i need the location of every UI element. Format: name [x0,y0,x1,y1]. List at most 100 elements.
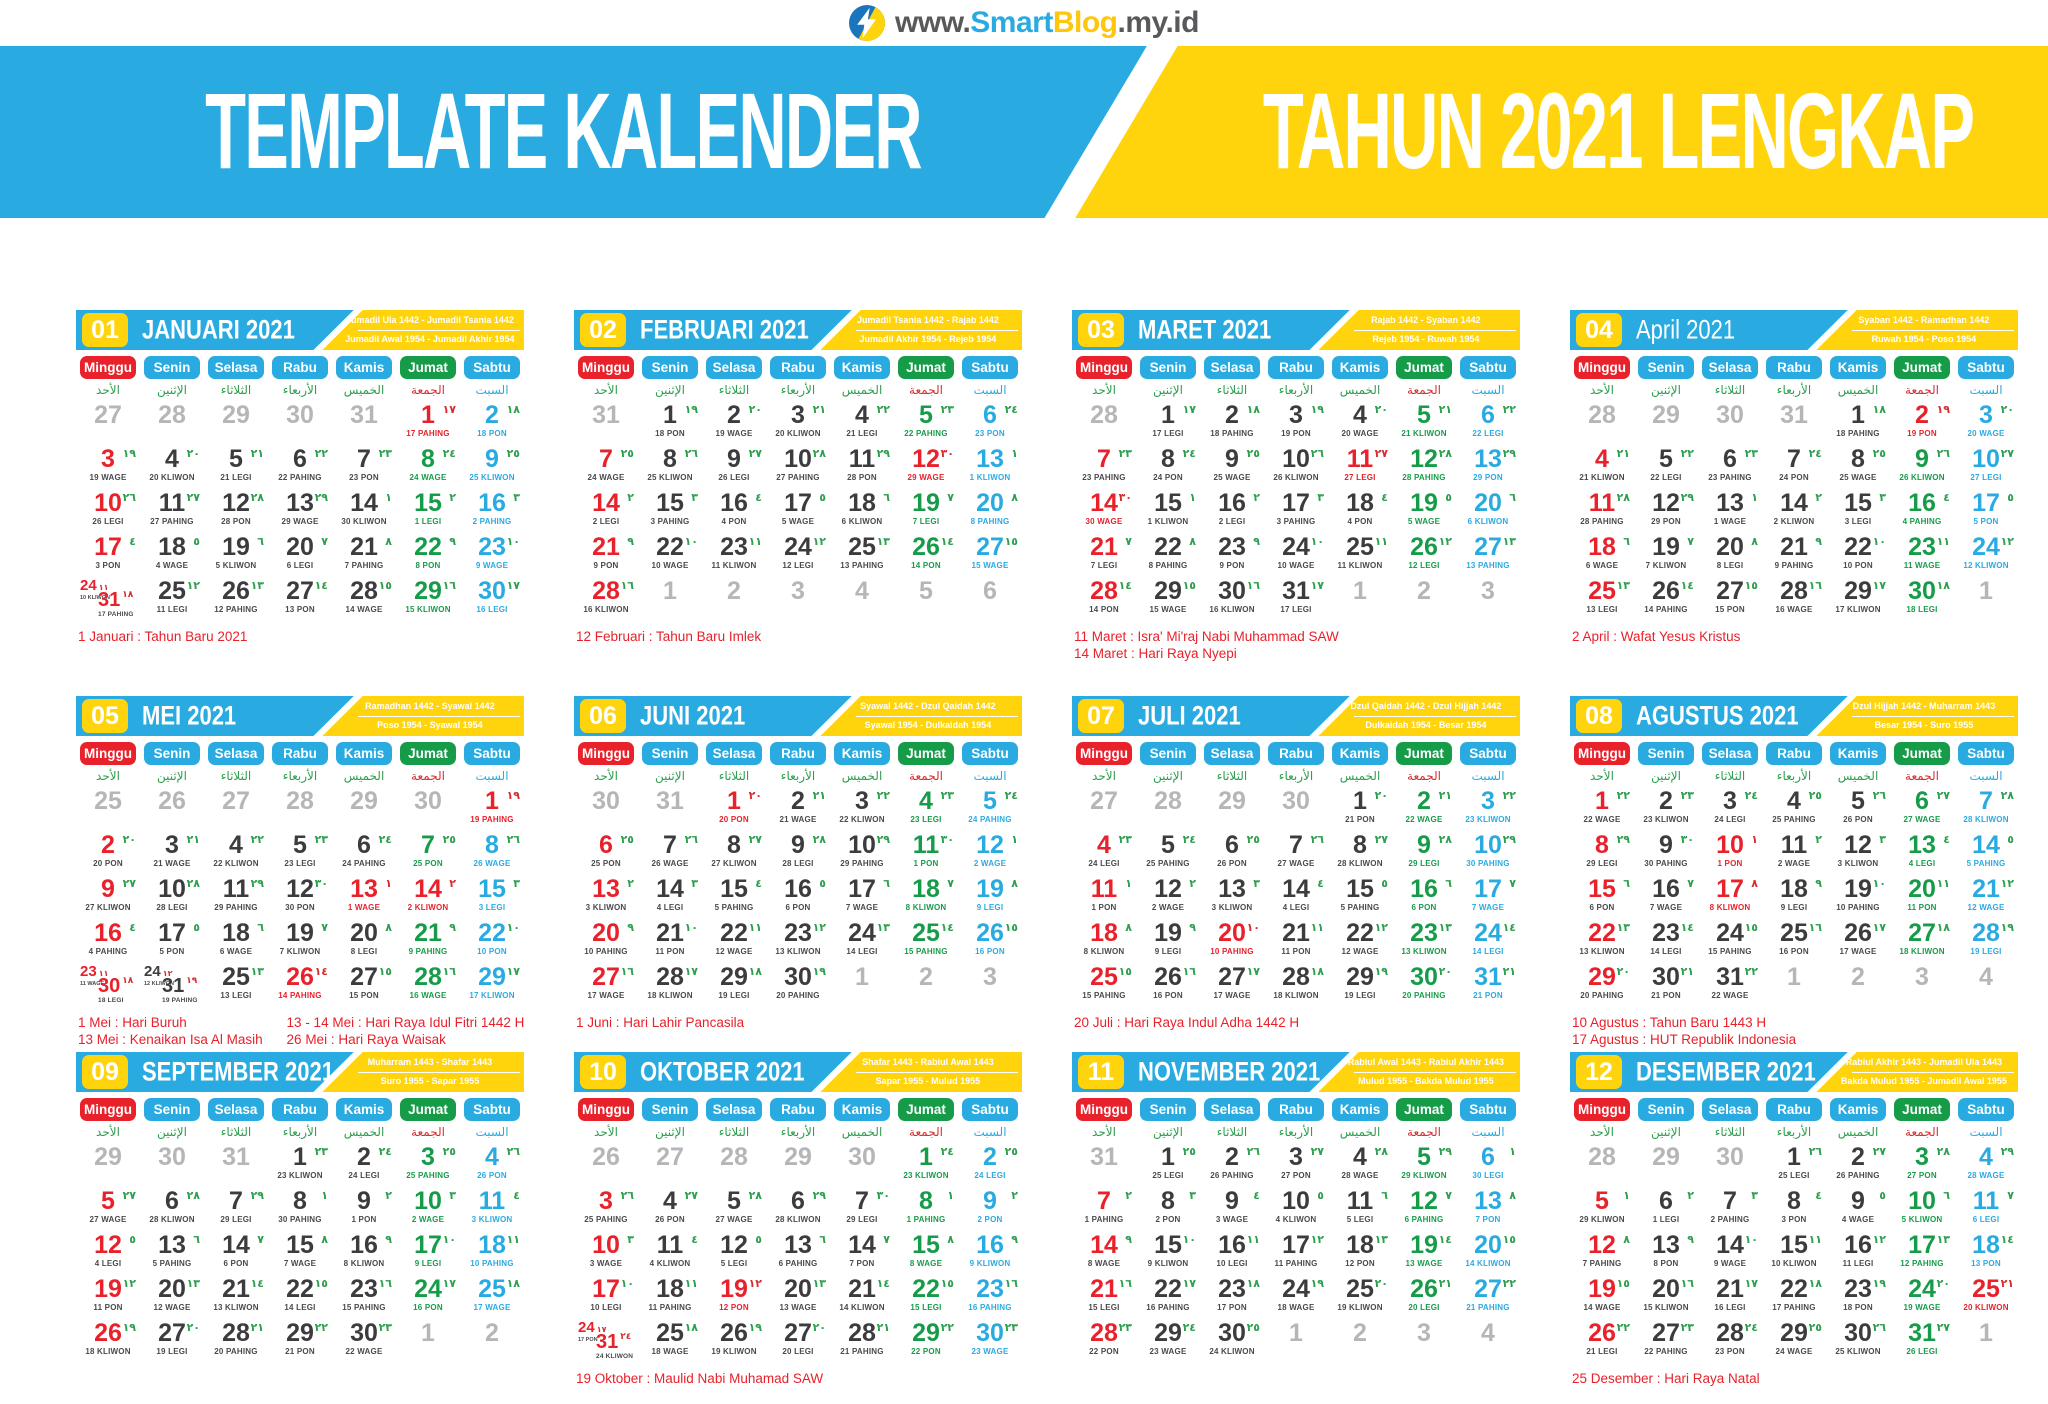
day-cell: 25 ١٨ 17 WAGE [460,1276,524,1320]
hijri-date-numeral: ٢٦ [1808,1145,1822,1158]
weekday-arabic-name: الأربعاء [780,769,816,783]
day-cell: 25 ٢١ 20 KLIWON [1954,1276,2018,1320]
hijri-date-numeral: ٢٨ [2000,789,2014,802]
day-cell: 23 ١٠ 9 WAGE [460,534,524,578]
hijri-date-numeral: ٣ [627,1233,634,1246]
javanese-date-label: 5 LEGI [1346,1215,1374,1224]
javanese-date-label: 17 PAHING [98,611,134,618]
weekday-arabic-row: الأحد الإثنين الثلاثاء الأربعاء الخميس الجمعة… [574,382,1022,399]
hijri-date-numeral: ٢٥ [1004,1145,1018,1158]
day-cell: 5 ٢٣ 23 LEGI [268,832,332,876]
hijri-date-numeral: ٢٢ [1744,965,1758,978]
javanese-date-label: 27 KLIWON [711,859,757,868]
hijri-date-numeral: ١١ [506,1233,520,1246]
day-cell: 29 ٢٠ 20 PAHING [1570,964,1634,1008]
date-number: 30 [350,1319,378,1347]
javanese-date-label: 26 PON [477,1171,507,1180]
day-cell: 3 ٢١ 21 WAGE [140,832,204,876]
weekday-pill: Jumat [1894,356,1950,379]
day-cell: 4 ٢٢ 22 KLIWON [204,832,268,876]
javanese-date-label: 17 WAGE [1213,991,1251,1000]
day-cell: 20 ١٠ 10 PAHING [1200,920,1264,964]
javanese-date-label: 9 LEGI [1154,947,1182,956]
day-cell: 1 [1954,1320,2018,1364]
hijri-date-numeral: ٢٥ [1808,1321,1822,1334]
date-number: 24 [414,1275,442,1303]
day-cell: 28 ١٥ 14 WAGE [332,578,396,622]
date-number: 10 [94,489,122,517]
weekday-arabic-name: الأحد [96,769,120,783]
date-number: 27 [1218,963,1246,991]
day-cell: 10 ١ 1 PON [1698,832,1762,876]
day-cell: 25 [76,788,140,832]
date-number: 17 [1716,875,1744,903]
hijri-date-numeral: ٢٨ [812,447,826,460]
date-number: 15 [1154,1231,1182,1259]
javanese-date-label: 27 PAHING [776,473,820,482]
day-cell: 5 ١ 29 KLIWON [1570,1188,1634,1232]
day-cell: 9 ٢٥ 25 WAGE [1200,446,1264,490]
date-number: 19 [912,489,940,517]
day-cell: 11 ٢٧ 27 LEGI [1328,446,1392,490]
day-cell: 31 [204,1144,268,1188]
date-number: 21 [592,533,620,561]
weekday-arabic-name: الأحد [594,383,618,397]
date-number: 7 [599,445,613,473]
day-cell: 28 [702,1144,766,1188]
hijri-date-numeral: ٥ [755,1233,762,1246]
date-number: 24 [80,577,97,594]
date-number: 20 [592,919,620,947]
hijri-separator-line [1852,1072,2014,1073]
javanese-date-label: 4 KLIWON [649,1259,691,1268]
date-number: 6 [1723,445,1737,473]
date-number: 16 [1908,489,1936,517]
javanese-date-label: 27 KLIWON [85,903,131,912]
day-cell: 15 ٨ 7 WAGE [268,1232,332,1276]
hijri-date-numeral: ٢٤ [442,447,456,460]
javanese-date-label: 1 PON [351,1215,377,1224]
javanese-date-label: 19 PON [1281,429,1311,438]
month-header: 06 JUNI 2021 Syawal 1442 - Dzul Qaidah 144… [574,696,1022,736]
day-cell: 18 ١١ 11 PAHING [638,1276,702,1320]
javanese-date-label: 27 WAGE [1277,859,1315,868]
day-cell: 27 ١٥ 15 WAGE [958,534,1022,578]
date-number: 22 [1154,533,1182,561]
day-cell: 28 ٢٤ 23 PON [1698,1320,1762,1364]
weekday-arabic-name: الإثنين [1153,769,1183,783]
date-number: 25 [1972,1275,2000,1303]
hijri-date-numeral: ١٤ [1680,921,1694,934]
javanese-date-label: 17 WAGE [473,1303,511,1312]
javanese-date-label: 1 WAGE [347,903,381,912]
javanese-date-label: 12 PON [719,1303,749,1312]
day-cell: 7 ٢٣ 23 PAHING [1072,446,1136,490]
day-cell: 5 ٢٣ 22 PAHING [894,402,958,446]
day-cell: 23 ١٩ 18 PON [1826,1276,1890,1320]
date-number: 19 [94,1275,122,1303]
javanese-date-label: 13 PAHING [1466,561,1510,570]
day-cell: 11 ٢٧ 27 PAHING [140,490,204,534]
weekday-pill: Sabtu [1958,1098,2014,1121]
hijri-date-numeral: ١١ [1374,535,1388,548]
day-cell: 12 ٣٠ 30 PON [268,876,332,920]
day-cell: 20 ١٥ 14 KLIWON [1456,1232,1520,1276]
javanese-date-label: 4 LEGI [1908,859,1936,868]
hijri-date-numeral: ١٤ [940,535,954,548]
javanese-date-label: 13 KLIWON [775,947,821,956]
date-number: 27 [1908,919,1936,947]
weekday-pill: Jumat [400,742,456,765]
javanese-date-label: 20 PAHING [214,1347,258,1356]
javanese-date-label: 19 LEGI [1970,947,2002,956]
javanese-date-label: 24 PON [1153,473,1183,482]
date-number: 19 [720,1275,748,1303]
date-number: 19 [1652,533,1680,561]
date-number: 1 [1979,1319,1993,1347]
day-cell: 22 ١٠ 10 PON [460,920,524,964]
javanese-date-label: 20 PON [719,815,749,824]
hijri-date-numeral: ٢٢ [1502,789,1516,802]
weekday-pill: Minggu [80,356,136,379]
date-number: 24 [784,533,812,561]
day-cell: 13 ٦ 5 PAHING [140,1232,204,1276]
date-number: 9 [485,445,499,473]
date-number: 11 [158,489,186,517]
javanese-date-label: 22 PAHING [1644,1347,1688,1356]
